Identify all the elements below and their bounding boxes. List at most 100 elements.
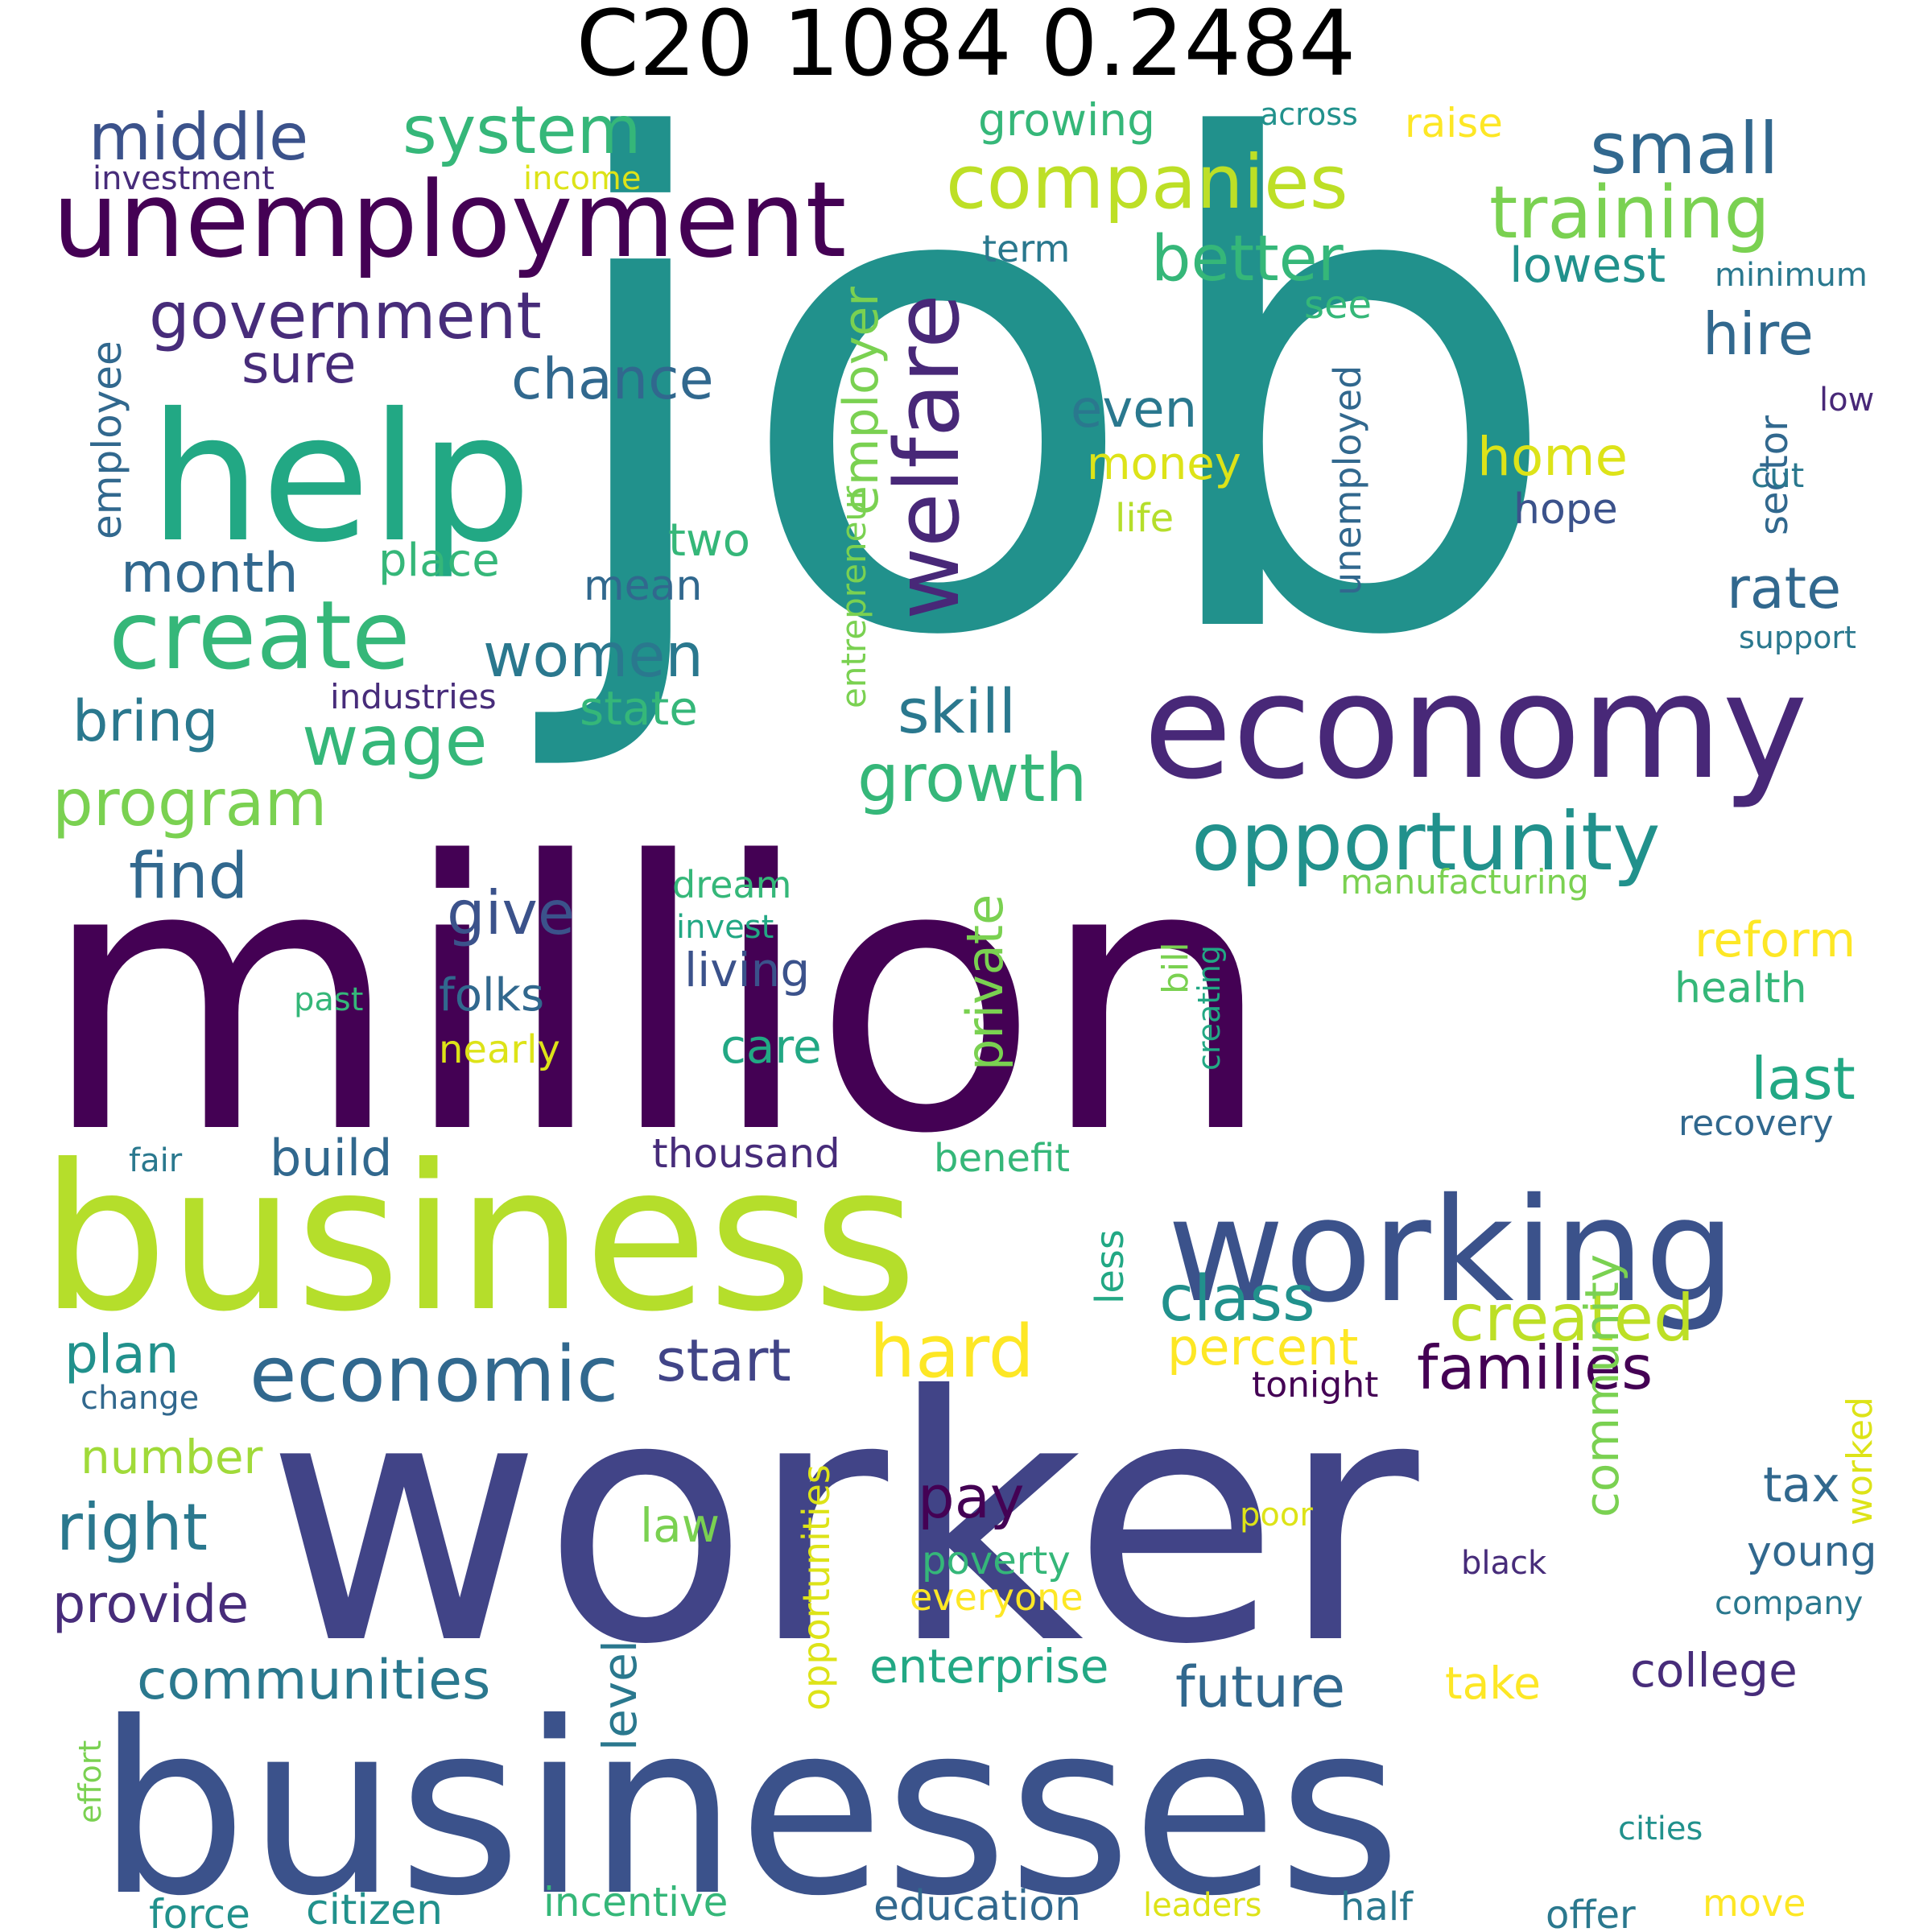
word-creating: creating <box>1191 945 1227 1071</box>
word-chance: chance <box>511 346 714 412</box>
word-hard: hard <box>869 1310 1034 1394</box>
word-health: health <box>1674 964 1807 1013</box>
word-fair: fair <box>129 1142 183 1179</box>
word-number: number <box>80 1430 263 1484</box>
word-working: working <box>1167 1167 1736 1334</box>
word-past: past <box>294 981 363 1018</box>
word-college: college <box>1630 1643 1798 1698</box>
word-communities: communities <box>137 1649 490 1712</box>
word-half: half <box>1340 1885 1414 1930</box>
word-cut: cut <box>1751 456 1804 495</box>
word-entrepreneur: entrepreneur <box>834 485 873 708</box>
word-effort: effort <box>72 1740 108 1823</box>
word-employee: employee <box>84 341 130 539</box>
word-families: families <box>1417 1332 1653 1403</box>
word-wage: wage <box>302 701 488 782</box>
word-provide: provide <box>52 1575 249 1635</box>
word-home: home <box>1477 426 1628 488</box>
word-citizen: citizen <box>306 1886 443 1932</box>
word-small: small <box>1590 107 1778 190</box>
word-plan: plan <box>64 1323 180 1385</box>
word-term: term <box>982 227 1070 270</box>
word-worked: worked <box>1839 1397 1880 1525</box>
word-recovery: recovery <box>1678 1103 1834 1144</box>
word-created: created <box>1449 1281 1695 1356</box>
word-rate: rate <box>1727 555 1841 621</box>
word-poverty: poverty <box>922 1538 1071 1583</box>
word-low: low <box>1819 382 1874 419</box>
word-percent: percent <box>1167 1318 1358 1377</box>
word-sure: sure <box>242 333 357 395</box>
word-dream: dream <box>672 863 791 906</box>
word-companies: companies <box>946 139 1348 225</box>
word-black: black <box>1461 1545 1547 1582</box>
word-young: young <box>1747 1528 1877 1576</box>
word-job: job <box>526 4 1566 782</box>
word-industries: industries <box>330 677 497 716</box>
page-title: C20 1084 0.2484 <box>576 0 1356 97</box>
word-take: take <box>1445 1657 1541 1709</box>
word-system: system <box>402 93 641 169</box>
word-mean: mean <box>584 562 702 610</box>
word-see: see <box>1304 283 1372 328</box>
word-bring: bring <box>72 688 218 754</box>
word-two: two <box>668 514 750 567</box>
word-offer: offer <box>1546 1893 1636 1932</box>
word-poor: poor <box>1240 1496 1313 1534</box>
word-better: better <box>1151 223 1344 295</box>
word-even: even <box>1071 380 1197 440</box>
word-opportunity: opportunity <box>1191 795 1661 889</box>
word-education: education <box>873 1882 1081 1930</box>
word-growing: growing <box>978 94 1155 146</box>
word-life: life <box>1115 496 1174 541</box>
word-investment: investment <box>93 160 275 197</box>
word-last: last <box>1751 1045 1856 1113</box>
word-million: million <box>40 784 1274 1215</box>
word-create: create <box>109 580 411 691</box>
word-place: place <box>378 535 500 587</box>
word-program: program <box>52 766 327 840</box>
word-cities: cities <box>1618 1810 1703 1847</box>
word-private: private <box>956 894 1014 1071</box>
word-start: start <box>656 1327 791 1394</box>
word-living: living <box>684 943 810 997</box>
word-give: give <box>447 877 575 948</box>
word-hire: hire <box>1703 300 1814 368</box>
word-lowest: lowest <box>1509 237 1666 294</box>
word-less: less <box>1088 1229 1133 1304</box>
word-training: training <box>1489 171 1770 255</box>
word-growth: growth <box>857 741 1087 817</box>
word-income: income <box>523 160 642 197</box>
word-economic: economic <box>250 1331 618 1419</box>
word-government: government <box>149 279 542 353</box>
word-business: business <box>40 1121 918 1356</box>
word-opportunities: opportunities <box>795 1464 838 1711</box>
word-class: class <box>1159 1263 1315 1335</box>
word-find: find <box>129 840 248 913</box>
word-care: care <box>720 1019 822 1074</box>
word-benefit: benefit <box>934 1136 1070 1181</box>
word-businesses: businesses <box>97 1671 1402 1932</box>
word-right: right <box>56 1490 208 1565</box>
word-hope: hope <box>1513 485 1618 534</box>
word-leaders: leaders <box>1143 1887 1262 1924</box>
word-month: month <box>121 542 299 605</box>
word-level: level <box>592 1640 647 1751</box>
word-tonight: tonight <box>1252 1364 1378 1406</box>
word-company: company <box>1715 1585 1863 1622</box>
word-sector: sector <box>1752 415 1797 535</box>
word-employer: employer <box>833 287 890 515</box>
word-skill: skill <box>898 675 1016 747</box>
word-bill: bill <box>1155 942 1196 994</box>
word-unemployed: unemployed <box>1326 365 1369 596</box>
word-raise: raise <box>1405 100 1503 147</box>
word-welfare: welfare <box>876 294 979 620</box>
word-move: move <box>1703 1881 1806 1925</box>
word-money: money <box>1087 438 1241 490</box>
word-across: across <box>1260 97 1358 132</box>
word-thousand: thousand <box>652 1130 840 1177</box>
word-incentive: incentive <box>543 1879 728 1926</box>
word-state: state <box>580 681 698 736</box>
word-force: force <box>149 1891 250 1932</box>
